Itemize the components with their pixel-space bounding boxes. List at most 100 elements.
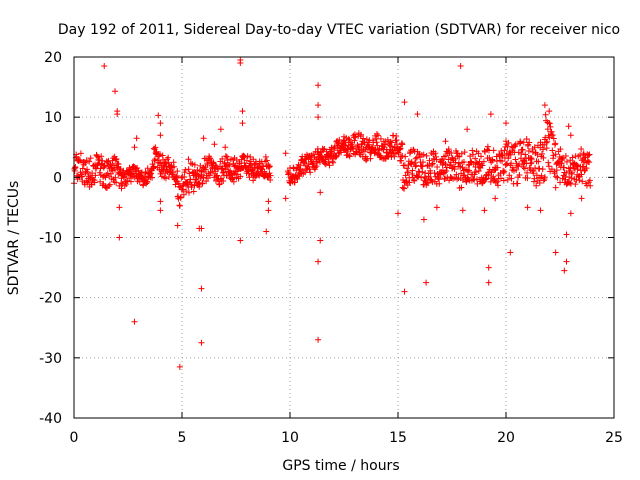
data-point <box>113 155 120 162</box>
data-point <box>420 151 427 158</box>
data-point <box>451 166 458 173</box>
data-point <box>387 138 394 145</box>
data-point <box>464 168 471 175</box>
data-point <box>578 171 585 178</box>
data-point <box>464 126 471 133</box>
data-point <box>108 170 114 177</box>
chart-title: Day 192 of 2011, Sidereal Day-to-day VTE… <box>58 22 620 38</box>
data-point <box>150 163 157 170</box>
data-point <box>524 175 531 182</box>
data-point <box>533 182 540 189</box>
data-point <box>191 182 198 189</box>
data-point <box>420 216 427 223</box>
data-point <box>207 155 214 162</box>
data-point <box>565 123 572 130</box>
data-point <box>265 207 272 214</box>
data-point <box>461 149 468 156</box>
data-point <box>441 169 448 176</box>
data-point <box>500 177 507 184</box>
data-point <box>100 173 107 180</box>
data-point <box>176 202 183 209</box>
data-point <box>224 157 231 164</box>
data-point <box>586 177 593 184</box>
data-point <box>562 153 569 160</box>
data-point <box>200 135 207 142</box>
data-point <box>561 267 568 274</box>
data-point <box>144 165 151 172</box>
data-point <box>330 159 337 166</box>
data-point <box>452 159 459 166</box>
data-point <box>506 172 513 179</box>
data-point <box>532 165 539 172</box>
data-point <box>568 175 575 182</box>
data-point <box>552 184 559 191</box>
data-point <box>352 134 359 141</box>
data-point <box>326 162 333 169</box>
data-point <box>546 134 553 141</box>
data-point <box>355 144 362 151</box>
data-point <box>162 175 169 182</box>
data-point <box>423 179 430 186</box>
data-point <box>101 162 108 169</box>
data-point <box>399 152 406 159</box>
data-point <box>157 120 164 127</box>
data-point <box>315 82 322 89</box>
data-point <box>553 167 560 174</box>
data-point <box>567 210 574 217</box>
data-point <box>230 178 237 185</box>
data-point <box>433 204 440 211</box>
data-point <box>504 160 511 167</box>
y-tick-label: -20 <box>39 291 62 307</box>
data-point <box>548 128 555 135</box>
data-point <box>239 120 246 127</box>
data-point <box>98 153 105 160</box>
data-point <box>402 172 409 179</box>
data-point <box>436 180 443 187</box>
data-point <box>312 164 319 171</box>
data-point <box>340 138 347 145</box>
data-point <box>458 184 465 191</box>
data-point <box>237 173 244 180</box>
data-point <box>546 108 553 115</box>
data-point <box>354 143 361 150</box>
data-point <box>82 170 89 177</box>
data-point <box>535 158 542 165</box>
data-point <box>317 237 324 244</box>
data-point <box>405 169 412 176</box>
data-point <box>471 176 478 183</box>
x-tick-label: 5 <box>178 430 187 446</box>
data-point <box>583 165 590 172</box>
data-point <box>282 195 289 202</box>
data-point <box>567 132 574 139</box>
data-point <box>206 172 213 179</box>
data-point <box>454 152 461 159</box>
data-point <box>113 179 120 186</box>
data-point <box>476 164 483 171</box>
data-point <box>386 149 393 156</box>
data-point <box>251 161 258 168</box>
data-point <box>198 285 205 292</box>
data-point <box>133 135 140 142</box>
data-point <box>433 156 440 163</box>
data-point <box>423 152 430 159</box>
data-point <box>89 170 96 177</box>
data-point <box>152 144 159 151</box>
data-point <box>493 158 500 165</box>
data-point <box>335 139 342 146</box>
data-point <box>176 363 183 370</box>
data-point <box>453 171 460 178</box>
data-point <box>499 158 506 165</box>
data-point <box>445 148 452 155</box>
data-point <box>237 237 244 244</box>
data-point <box>508 175 515 182</box>
data-point <box>536 180 543 186</box>
data-point <box>345 135 352 142</box>
data-point <box>131 144 138 151</box>
data-point <box>409 167 416 174</box>
data-point <box>434 164 441 171</box>
data-point <box>401 288 408 295</box>
data-point <box>262 153 269 160</box>
data-point <box>414 173 421 180</box>
data-point <box>237 57 244 64</box>
data-point <box>224 163 231 170</box>
